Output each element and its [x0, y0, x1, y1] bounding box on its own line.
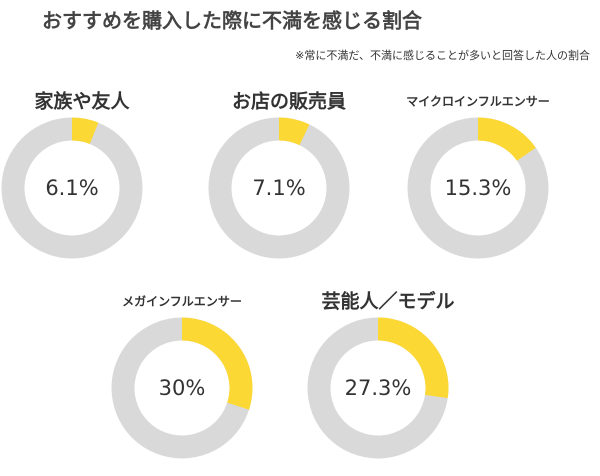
value-label: 30%	[159, 376, 206, 400]
chart-title: お店の販売員	[232, 90, 346, 113]
chart-title: メガインフルエンサー	[122, 294, 242, 309]
donut-segment	[377, 317, 449, 399]
chart-title: マイクロインフルエンサー	[406, 95, 549, 109]
donut-segment	[278, 117, 310, 146]
chart-title: 芸能人／モデル	[321, 290, 454, 313]
value-label: 15.3%	[445, 176, 512, 200]
page-subtitle: ※常に不満だ、不満に感じることが多いと回答した人の割合	[295, 48, 590, 62]
value-label: 6.1%	[45, 176, 98, 200]
donut-segment	[71, 117, 99, 145]
value-label: 7.1%	[252, 176, 305, 200]
chart-title: 家族や友人	[34, 90, 130, 113]
donut-segment	[181, 317, 253, 410]
value-label: 27.3%	[345, 376, 412, 400]
page-title: おすすめを購入した際に不満を感じる割合	[42, 9, 423, 33]
donut-segment	[477, 117, 536, 162]
